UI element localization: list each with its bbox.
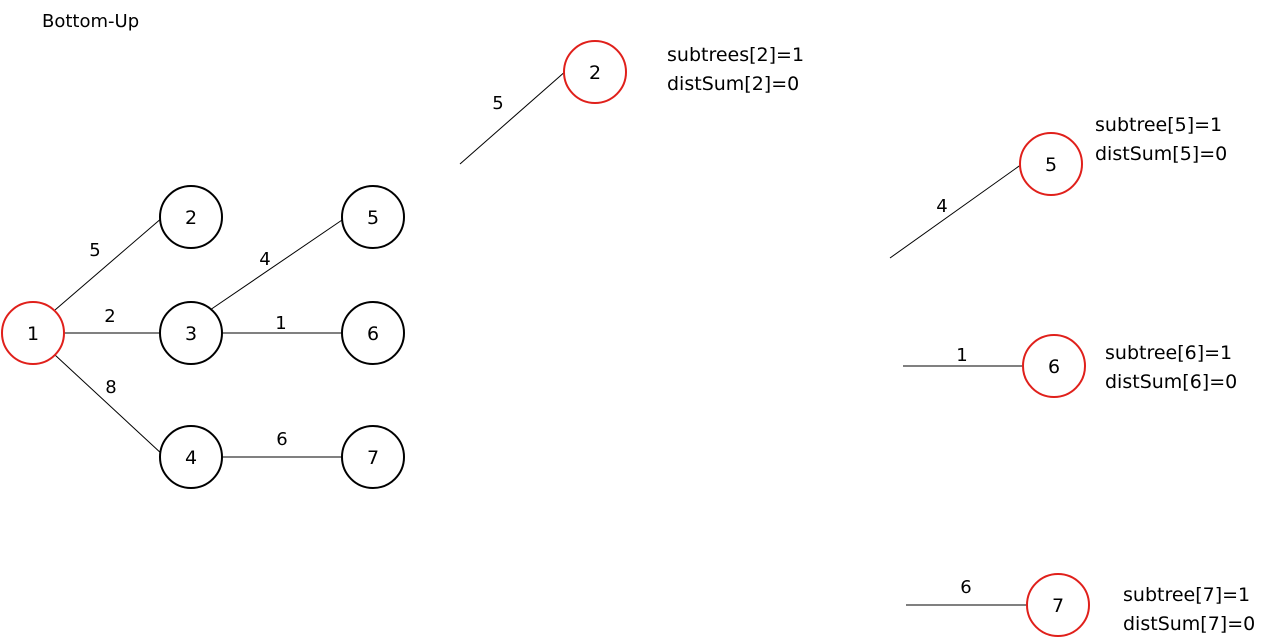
leaf-7-subtree-text: subtree[7]=1 (1123, 584, 1250, 606)
leaf-node-7-label: 7 (1052, 595, 1064, 617)
node-5-circle (341, 185, 405, 249)
leaf-node-6-label: 6 (1048, 356, 1060, 378)
leaf-5-subtree-text: subtree[5]=1 (1095, 114, 1222, 136)
node-2-label: 2 (185, 207, 197, 229)
edge-weight-1-4: 8 (105, 377, 116, 398)
node-3-circle (159, 301, 223, 365)
leaf-7-distsum-text: distSum[7]=0 (1123, 613, 1255, 635)
leaf-node-5-circle (1019, 132, 1083, 196)
leaf-5-distsum-text: distSum[5]=0 (1095, 143, 1227, 165)
leaf-node-2-label: 2 (589, 62, 601, 84)
node-5-label: 5 (367, 207, 379, 229)
leaf-node-5-label: 5 (1045, 154, 1057, 176)
leaf-panel-7: 6 7 subtree[7]=1 distSum[7]=0 (906, 573, 1255, 637)
diagram-title: Bottom-Up (42, 11, 139, 32)
leaf-edge-weight-7: 6 (960, 577, 971, 598)
leaf-2-distsum-text: distSum[2]=0 (667, 73, 799, 95)
edge-3-5 (209, 217, 346, 311)
main-tree: 5 2 8 4 1 6 1 2 3 4 5 6 7 (1, 185, 405, 489)
leaf-6-subtree-text: subtree[6]=1 (1105, 342, 1232, 364)
leaf-edge-5 (889, 163, 1023, 259)
leaf-node-2-circle (563, 40, 627, 104)
leaf-panel-5: 4 5 subtree[5]=1 distSum[5]=0 (889, 114, 1227, 259)
leaf-panel-2: 5 2 subtrees[2]=1 distSum[2]=0 (459, 40, 804, 165)
node-4-label: 4 (185, 447, 197, 469)
node-1-circle (1, 301, 65, 365)
node-1-label: 1 (27, 323, 39, 345)
edge-weight-1-3: 2 (104, 306, 115, 327)
edge-1-4 (54, 354, 164, 456)
leaf-panel-6: 1 6 subtree[6]=1 distSum[6]=0 (903, 334, 1237, 398)
leaf-edge-weight-5: 4 (936, 196, 947, 217)
node-7-label: 7 (367, 447, 379, 469)
node-4-circle (159, 425, 223, 489)
leaf-2-subtree-text: subtrees[2]=1 (667, 44, 804, 66)
leaf-6-distsum-text: distSum[6]=0 (1105, 371, 1237, 393)
leaf-edge-weight-2: 5 (492, 93, 503, 114)
leaf-edge-weight-6: 1 (956, 345, 967, 366)
node-6-label: 6 (367, 323, 379, 345)
leaf-edge-2 (459, 69, 568, 165)
node-2-circle (159, 185, 223, 249)
edge-1-2 (54, 216, 164, 311)
edge-weight-3-5: 4 (259, 249, 270, 270)
edge-weight-1-2: 5 (89, 240, 100, 261)
leaf-node-6-circle (1022, 334, 1086, 398)
node-3-label: 3 (185, 323, 197, 345)
leaf-node-7-circle (1026, 573, 1090, 637)
edge-weight-4-7: 6 (276, 429, 287, 450)
node-7-circle (341, 425, 405, 489)
edge-weight-3-6: 1 (275, 313, 286, 334)
node-6-circle (341, 301, 405, 365)
